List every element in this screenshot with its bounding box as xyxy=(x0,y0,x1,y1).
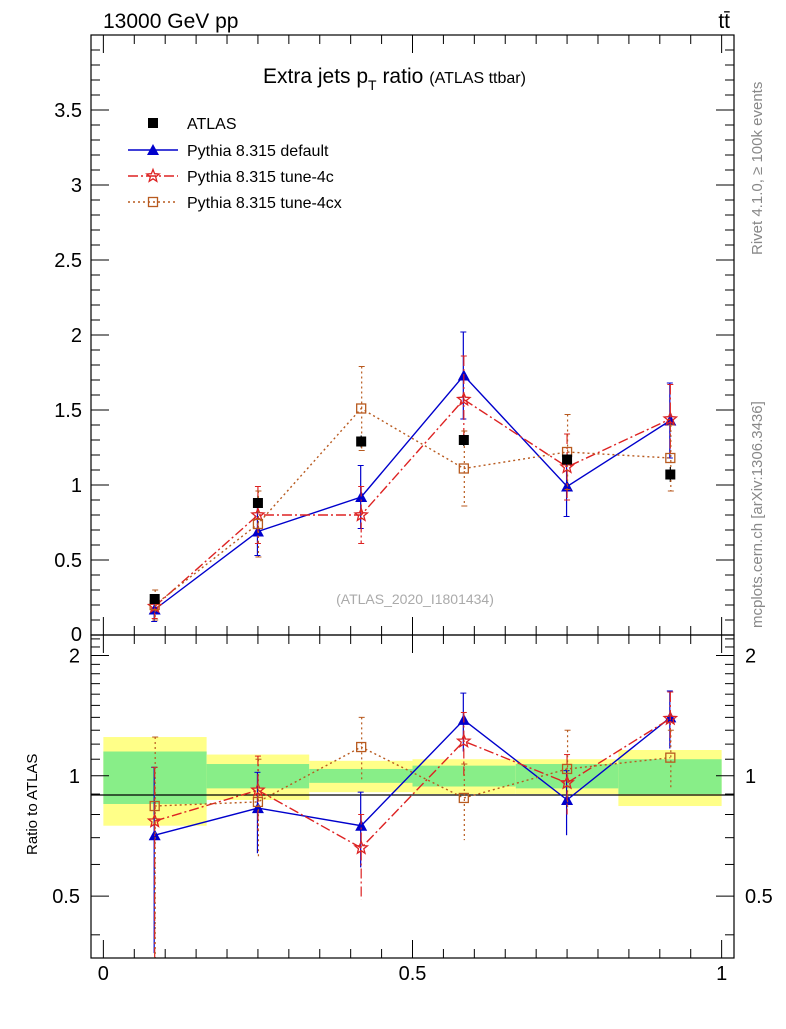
main-ytick-label: 3.5 xyxy=(54,100,82,122)
ratio-marker-2 xyxy=(149,800,160,812)
xtick-label: 0 xyxy=(98,963,109,985)
main-ytick-label: 3 xyxy=(71,175,82,197)
atlas-marker xyxy=(149,594,160,604)
process-label: tt̄ xyxy=(718,10,730,33)
series-marker-2 xyxy=(458,463,469,474)
main-ytick-label: 2.5 xyxy=(54,250,82,272)
series-line-1 xyxy=(154,398,671,608)
series-marker-1 xyxy=(662,410,679,426)
mcplots-label: mcplots.cern.ch [arXiv:1306.3436] xyxy=(749,401,766,628)
ratio-marker-1 xyxy=(662,710,679,726)
legend-marker-1 xyxy=(145,167,161,183)
legend: ATLAS Pythia 8.315 default Pythia 8.315 t… xyxy=(128,116,342,212)
main-panel: 0.5 1 1.5 2 2.5 3 3.5 0 xyxy=(54,34,735,646)
ratio-ytick-label-right: 2 xyxy=(745,645,756,667)
ratio-marker-0 xyxy=(251,802,264,814)
ratio-band-green xyxy=(309,768,413,783)
series-marker-2 xyxy=(665,452,676,464)
ratio-ytick-label-left: 1 xyxy=(69,766,80,788)
ratio-marker-1 xyxy=(455,732,472,748)
legend-label-atlas: ATLAS xyxy=(187,116,237,133)
series-marker-1 xyxy=(353,506,370,522)
series-line-0 xyxy=(154,374,671,611)
main-ytick-label: 1.5 xyxy=(54,400,82,422)
energy-label: 13000 GeV pp xyxy=(103,10,238,33)
atlas-marker xyxy=(252,498,263,508)
series-line-2 xyxy=(154,407,671,606)
ratio-marker-0 xyxy=(355,819,368,831)
analysis-watermark: (ATLAS_2020_I1801434) xyxy=(336,591,494,607)
atlas-marker xyxy=(562,454,573,465)
ratio-ytick-label-right: 0.5 xyxy=(745,886,773,908)
ratio-ytick-label-left: 0.5 xyxy=(52,886,80,908)
main-ytick-label: 2 xyxy=(71,325,82,347)
main-ytick-label: 1 xyxy=(71,475,82,497)
atlas-marker xyxy=(356,436,367,447)
series-marker-2 xyxy=(252,518,264,530)
ratio-marker-1 xyxy=(250,781,266,797)
legend-label-2: Pythia 8.315 tune-4cx xyxy=(187,195,342,212)
xtick-label: 1 xyxy=(716,963,727,985)
xtick-label: 0.5 xyxy=(399,963,427,985)
ratio-panel: 0.5 0.5 1 1 2 2 0 0.5 1 xyxy=(52,634,773,985)
ratio-ylabel: Ratio to ATLAS xyxy=(24,754,41,855)
chart-title: Extra jets pT ratio (ATLAS ttbar) xyxy=(263,65,526,93)
rivet-label: Rivet 4.1.0, ≥ 100k events xyxy=(749,82,766,255)
ratio-line-1 xyxy=(154,718,671,849)
ratio-ytick-label-left: 2 xyxy=(69,645,80,667)
ratio-marker-2 xyxy=(561,763,573,775)
ratio-ytick-label-right: 1 xyxy=(745,766,756,788)
ratio-line-2 xyxy=(154,746,671,807)
legend-marker-2 xyxy=(147,196,159,208)
series-marker-1 xyxy=(455,391,472,407)
ratio-marker-2 xyxy=(665,752,676,763)
main-ytick-label-zero: 0 xyxy=(71,624,82,646)
ratio-band-green xyxy=(618,759,722,795)
ratio-line-0 xyxy=(154,716,671,836)
ratio-band-green xyxy=(412,765,516,787)
legend-label-0: Pythia 8.315 default xyxy=(187,143,329,160)
legend-marker-atlas xyxy=(148,118,158,128)
ratio-marker-2 xyxy=(458,792,469,804)
series-marker-2 xyxy=(356,403,367,414)
atlas-marker xyxy=(665,469,676,480)
main-ytick-label: 0.5 xyxy=(54,550,82,572)
legend-marker-0 xyxy=(147,144,159,155)
ratio-marker-2 xyxy=(252,796,264,808)
legend-label-1: Pythia 8.315 tune-4c xyxy=(187,169,334,186)
atlas-marker xyxy=(458,435,469,445)
ratio-marker-2 xyxy=(356,741,367,753)
ratio-marker-1 xyxy=(353,839,370,855)
